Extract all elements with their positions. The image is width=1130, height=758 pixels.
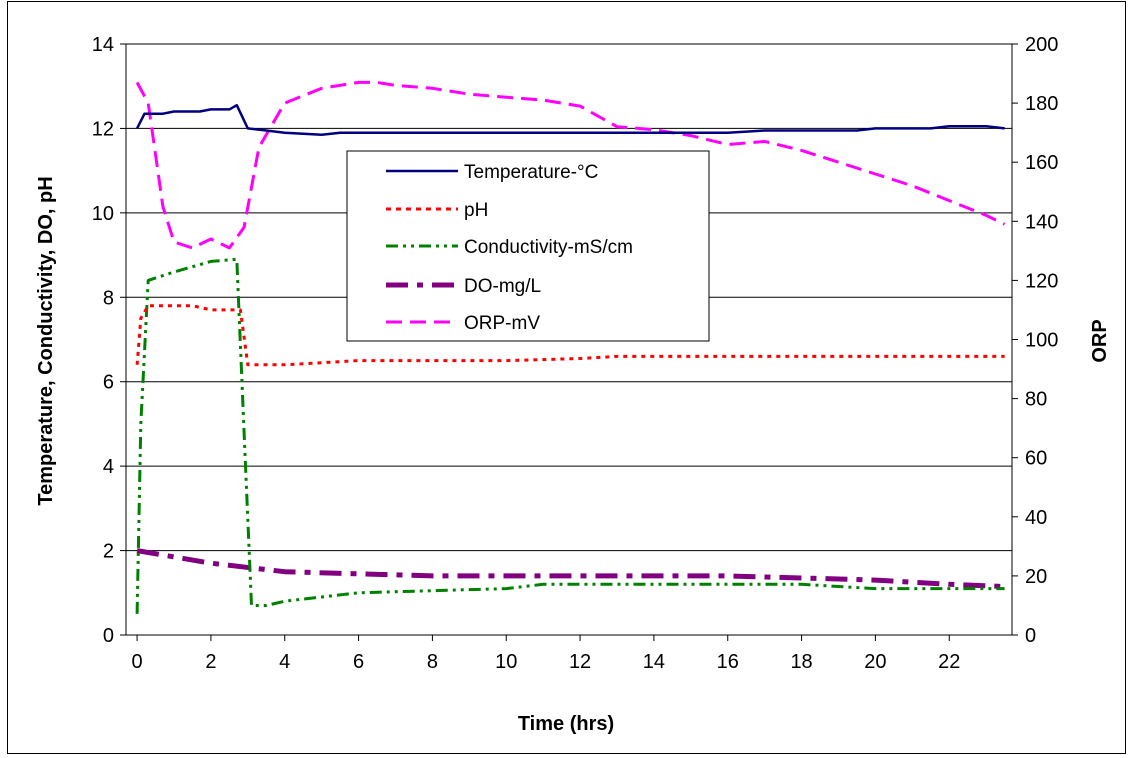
y2-tick-label-0: 0 <box>1025 625 1036 647</box>
x-tick-label-4: 4 <box>279 651 290 673</box>
chart-frame <box>7 1 1126 754</box>
y-tick-label-8: 8 <box>103 287 114 309</box>
x-tick-label-10: 10 <box>495 651 517 673</box>
y-tick-label-0: 0 <box>103 625 114 647</box>
y2-tick-label-80: 80 <box>1025 389 1047 411</box>
legend-label-conductivity: Conductivity-mS/cm <box>464 237 633 258</box>
series-line-orp-mv <box>135 80 1006 250</box>
series-line-do-mg-l <box>136 548 1005 589</box>
x-tick-label-6: 6 <box>353 651 364 673</box>
legend-item-ph: pH <box>386 200 488 221</box>
x-tick-label-12: 12 <box>569 651 591 673</box>
y2-tick-label-200: 200 <box>1025 34 1058 56</box>
y-tick-label-6: 6 <box>103 372 114 394</box>
legend-label-orp: ORP-mV <box>464 313 540 334</box>
legend-item-temperature: Temperature-°C <box>386 162 598 183</box>
y-tick-label-4: 4 <box>103 456 114 478</box>
x-tick-label-0: 0 <box>132 651 143 673</box>
y-axis-title: Temperature, Conductivity, DO, pH <box>35 176 57 505</box>
y2-tick-label-60: 60 <box>1025 448 1047 470</box>
x-tick-label-16: 16 <box>717 651 739 673</box>
x-tick-label-8: 8 <box>427 651 438 673</box>
y-tick-label-12: 12 <box>92 118 114 140</box>
x-tick-label-2: 2 <box>205 651 216 673</box>
x-tick-label-20: 20 <box>864 651 886 673</box>
y2-tick-label-120: 120 <box>1025 270 1058 292</box>
legend-item-orp: ORP-mV <box>386 313 540 334</box>
x-tick-label-14: 14 <box>643 651 665 673</box>
series-lines <box>135 80 1006 614</box>
axes <box>120 43 1018 641</box>
series-line-temperature-c <box>135 103 1005 137</box>
x-axis-title: Time (hrs) <box>518 713 614 735</box>
y-tick-label-14: 14 <box>92 34 114 56</box>
y2-tick-label-160: 160 <box>1025 152 1058 174</box>
y2-tick-label-100: 100 <box>1025 330 1058 352</box>
legend-box <box>346 150 710 342</box>
y2-tick-label-20: 20 <box>1025 566 1047 588</box>
legend-item-conductivity: Conductivity-mS/cm <box>386 237 633 258</box>
legend-label-ph: pH <box>464 200 488 221</box>
legend-label-temperature: Temperature-°C <box>464 162 598 183</box>
legend: Temperature-°C pH Conductivity-mS/cm DO-… <box>346 150 710 342</box>
y2-axis-title: ORP <box>1089 319 1111 362</box>
y2-tick-label-140: 140 <box>1025 211 1058 233</box>
series-line-ph <box>135 304 1005 367</box>
x-tick-label-22: 22 <box>938 651 960 673</box>
legend-label-do: DO-mg/L <box>464 276 541 297</box>
y2-tick-label-180: 180 <box>1025 93 1058 115</box>
x-tick-label-18: 18 <box>790 651 812 673</box>
y2-tick-label-40: 40 <box>1025 507 1047 529</box>
y-tick-label-10: 10 <box>92 203 114 225</box>
legend-item-do: DO-mg/L <box>386 276 541 297</box>
series-line-conductivity-ms-cm <box>135 257 1005 614</box>
y-tick-label-2: 2 <box>103 541 114 563</box>
